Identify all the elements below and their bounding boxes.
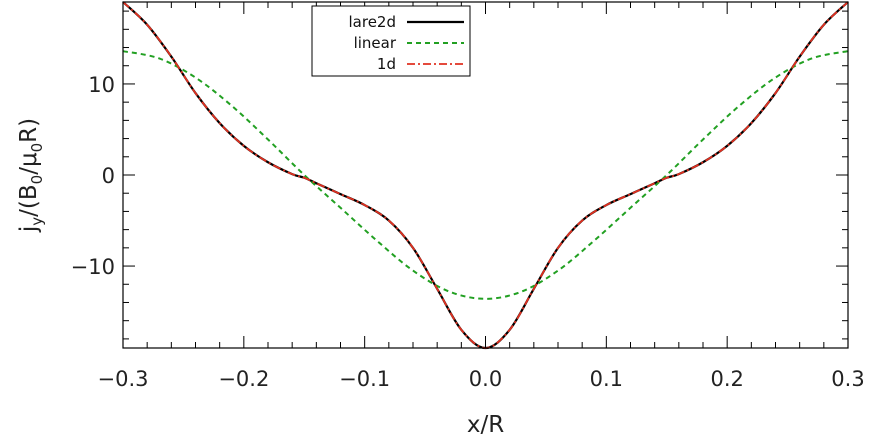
y-axis-label: jy/(B0/μ0R) [16,118,46,233]
x-tick-label: 0.0 [469,367,502,391]
legend-label: lare2d [349,13,397,31]
y-label-prefix-sub: y [28,217,46,226]
y-label-suffix: R) [16,118,42,143]
y-tick-label: 0 [102,164,115,188]
x-tick-label: −0.2 [218,367,269,391]
x-axis-label: x/R [467,412,504,438]
series-line-1d [122,1,849,349]
y-label-mid-sub: 0 [28,175,46,185]
y-label-mu-sub: 0 [28,143,46,153]
x-tick-label: 0.2 [710,367,743,391]
y-ticks: −10 0 10 [71,10,848,340]
y-label-mid: /(B [16,184,42,217]
y-label-prefix: j [16,226,42,233]
y-label-mu: /μ [16,152,42,175]
x-tick-label: −0.3 [98,367,149,391]
x-tick-label: 0.3 [831,367,864,391]
y-tick-label: −10 [71,255,115,279]
plot-lines [122,1,849,350]
x-ticks: −0.3 −0.2 −0.1 0.0 0.1 0.2 0.3 [98,2,865,391]
series-line-lare2d [122,1,849,350]
plot-frame [122,1,849,349]
series-line-linear [122,50,849,300]
x-tick-label: 0.1 [590,367,623,391]
x-tick-label: −0.1 [339,367,390,391]
legend: lare2d linear 1d [311,5,471,77]
legend-label: linear [354,34,397,52]
y-tick-label: 10 [88,73,115,97]
legend-label: 1d [377,55,396,73]
